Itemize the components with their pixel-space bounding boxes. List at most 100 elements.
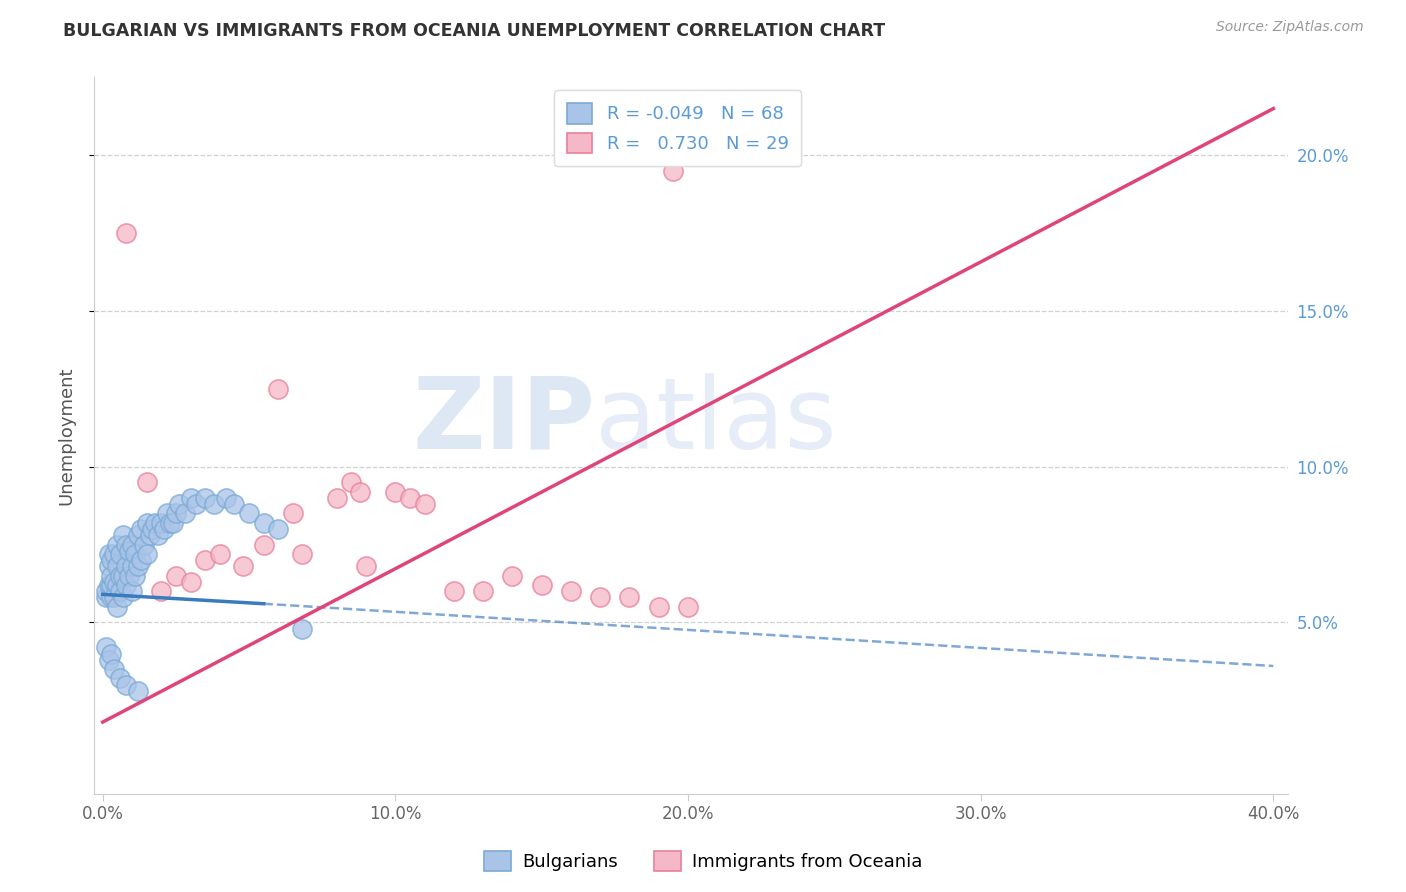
Point [121,559,143,574]
Point [110,672,132,686]
Point [100,578,122,592]
Point [132,537,155,551]
Point [173,507,195,521]
Point [179,574,201,589]
Point [105,559,128,574]
Point [141,522,163,536]
Y-axis label: Unemployment: Unemployment [58,367,75,505]
Point [112,528,135,542]
Point [165,507,187,521]
Point [291,622,314,636]
Point [291,547,314,561]
Point [121,537,143,551]
Point [103,574,125,589]
Point [129,522,152,536]
Point [135,475,157,490]
Point [115,226,138,240]
Point [662,164,685,178]
Point [105,578,128,592]
Legend: Bulgarians, Immigrants from Oceania: Bulgarians, Immigrants from Oceania [477,844,929,879]
Point [127,684,149,698]
Point [103,591,125,605]
Point [676,599,699,614]
Point [118,568,141,582]
Point [326,491,349,505]
Point [340,475,363,490]
Point [194,491,217,505]
Point [110,584,132,599]
Point [124,568,146,582]
Text: Source: ZipAtlas.com: Source: ZipAtlas.com [1216,20,1364,34]
Legend: R = -0.049   N = 68, R =   0.730   N = 29: R = -0.049 N = 68, R = 0.730 N = 29 [554,90,801,166]
Point [162,516,184,530]
Point [281,507,304,521]
Point [560,584,582,599]
Point [148,528,170,542]
Point [138,528,160,542]
Point [619,591,641,605]
Point [413,497,436,511]
Point [648,599,671,614]
Point [127,559,149,574]
Point [267,522,290,536]
Point [112,591,135,605]
Point [121,584,143,599]
Point [186,497,208,511]
Point [145,516,167,530]
Point [253,537,276,551]
Point [100,591,122,605]
Point [129,553,152,567]
Point [135,516,157,530]
Point [115,537,138,551]
Point [349,484,371,499]
Point [224,497,246,511]
Point [105,599,128,614]
Point [156,507,179,521]
Point [179,491,201,505]
Point [165,568,187,582]
Point [232,559,254,574]
Point [97,653,120,667]
Point [150,584,173,599]
Point [115,559,138,574]
Point [238,507,260,521]
Point [501,568,523,582]
Point [530,578,553,592]
Point [150,516,173,530]
Point [124,547,146,561]
Point [112,568,135,582]
Point [194,553,217,567]
Point [115,678,138,692]
Point [100,568,122,582]
Point [267,382,290,396]
Point [94,584,117,599]
Point [135,547,157,561]
Text: BULGARIAN VS IMMIGRANTS FROM OCEANIA UNEMPLOYMENT CORRELATION CHART: BULGARIAN VS IMMIGRANTS FROM OCEANIA UNE… [63,22,886,40]
Text: atlas: atlas [595,373,837,470]
Point [97,578,120,592]
Point [159,516,181,530]
Point [94,591,117,605]
Point [208,547,231,561]
Point [443,584,465,599]
Point [127,528,149,542]
Point [115,578,138,592]
Point [153,522,176,536]
Point [253,516,276,530]
Point [103,662,125,676]
Point [399,491,422,505]
Point [110,547,132,561]
Text: ZIP: ZIP [412,373,595,470]
Point [167,497,190,511]
Point [384,484,406,499]
Point [94,640,117,655]
Point [97,547,120,561]
Point [214,491,236,505]
Point [118,543,141,558]
Point [97,559,120,574]
Point [202,497,225,511]
Point [589,591,612,605]
Point [472,584,495,599]
Point [100,553,122,567]
Point [110,568,132,582]
